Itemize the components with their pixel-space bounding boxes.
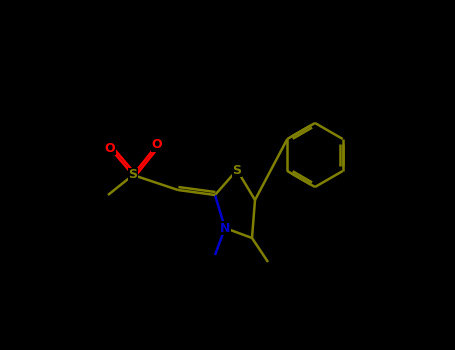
Text: S: S bbox=[233, 163, 242, 176]
Text: O: O bbox=[152, 139, 162, 152]
Text: N: N bbox=[220, 222, 230, 235]
Text: O: O bbox=[105, 141, 115, 154]
Text: S: S bbox=[128, 168, 137, 182]
